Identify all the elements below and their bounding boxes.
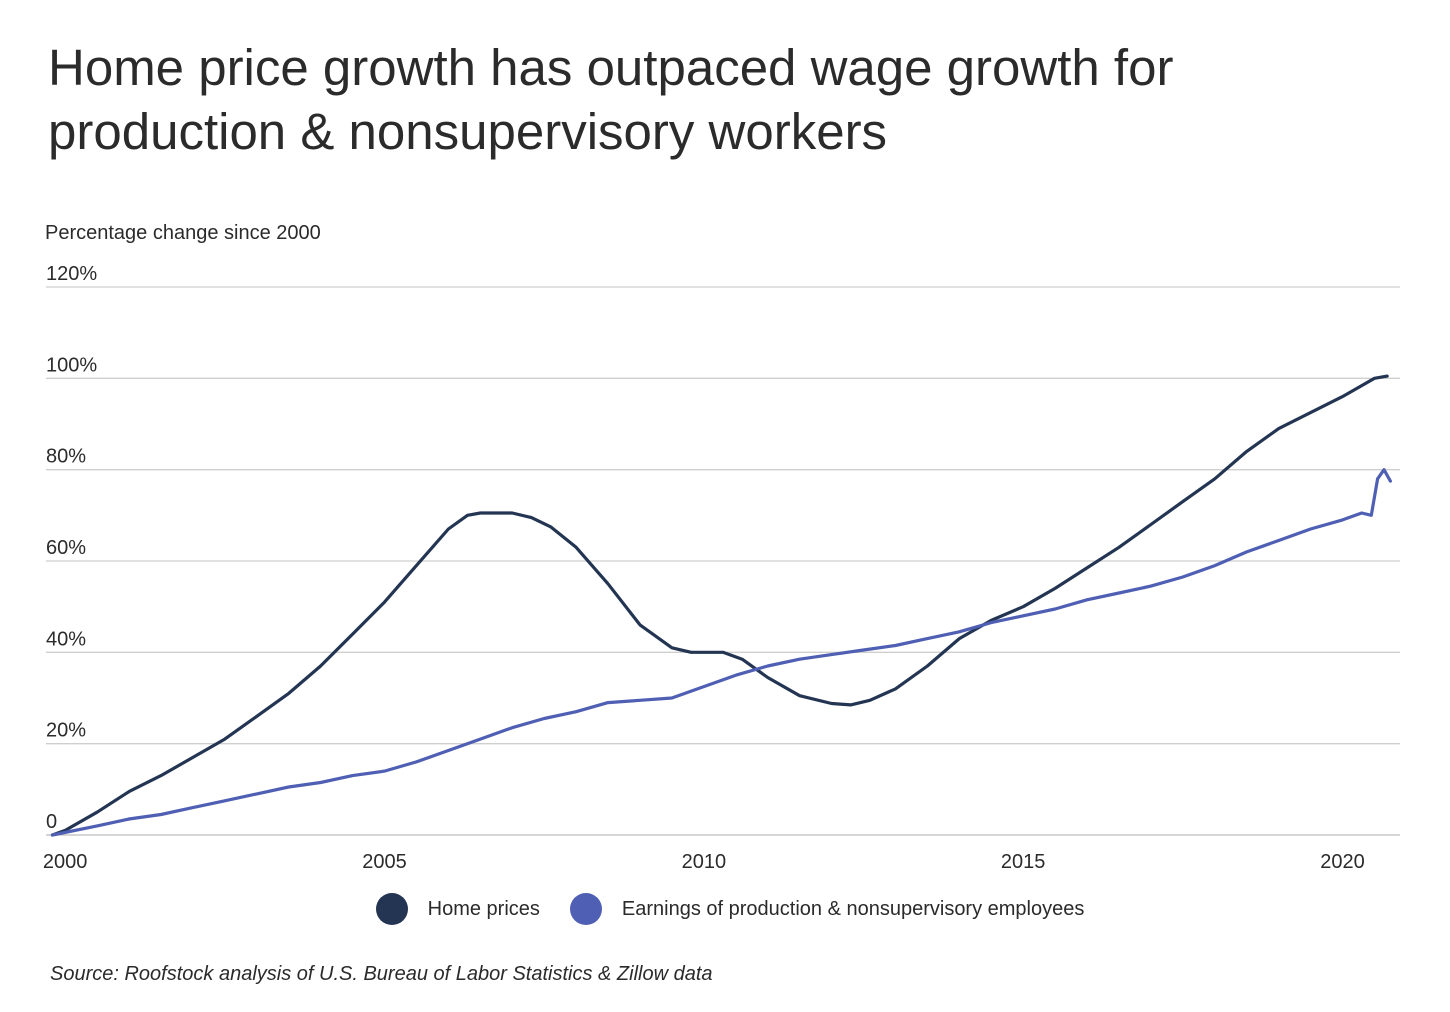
y-tick-label: 0 [46,811,57,833]
y-tick-label: 80% [46,446,86,468]
source-note: Source: Roofstock analysis of U.S. Burea… [50,963,713,985]
x-tick-label: 2015 [1001,851,1046,873]
x-tick-labels: 2000 2005 2010 2015 2020 [43,851,1365,873]
home-prices-line [50,374,1389,837]
legend-label-earnings: Earnings of production & nonsupervisory … [621,897,1085,920]
legend-item-home-prices: Home prices [366,893,540,925]
home-prices-swatch [375,893,408,925]
x-tick-label: 2000 [43,851,88,873]
series-lines [50,374,1392,837]
legend: Home prices Earnings of production & non… [0,893,1450,925]
legend-label-home-prices: Home prices [427,897,540,920]
x-tick-label: 2020 [1320,851,1365,873]
gridlines [46,286,1400,836]
y-tick-label: 100% [46,354,97,376]
y-axis-label: Percentage change since 2000 [45,222,321,244]
line-chart: 020%40%60%80%100%120% 2000 2005 2010 2015 20… [43,263,1400,873]
legend-item-earnings: Earnings of production & nonsupervisory … [560,893,1084,925]
earnings-line [50,468,1392,837]
y-tick-label: 60% [46,537,86,559]
earnings-swatch [569,893,602,925]
y-tick-label: 120% [46,263,97,285]
y-tick-labels: 0 20% 40% 60% 80% 100% 120% [46,263,97,833]
y-tick-label: 20% [46,720,86,742]
chart-title: Home price growth has outpaced wage grow… [48,39,1174,160]
x-tick-label: 2010 [682,851,727,873]
x-tick-label: 2005 [362,851,407,873]
y-tick-label: 40% [46,628,86,650]
